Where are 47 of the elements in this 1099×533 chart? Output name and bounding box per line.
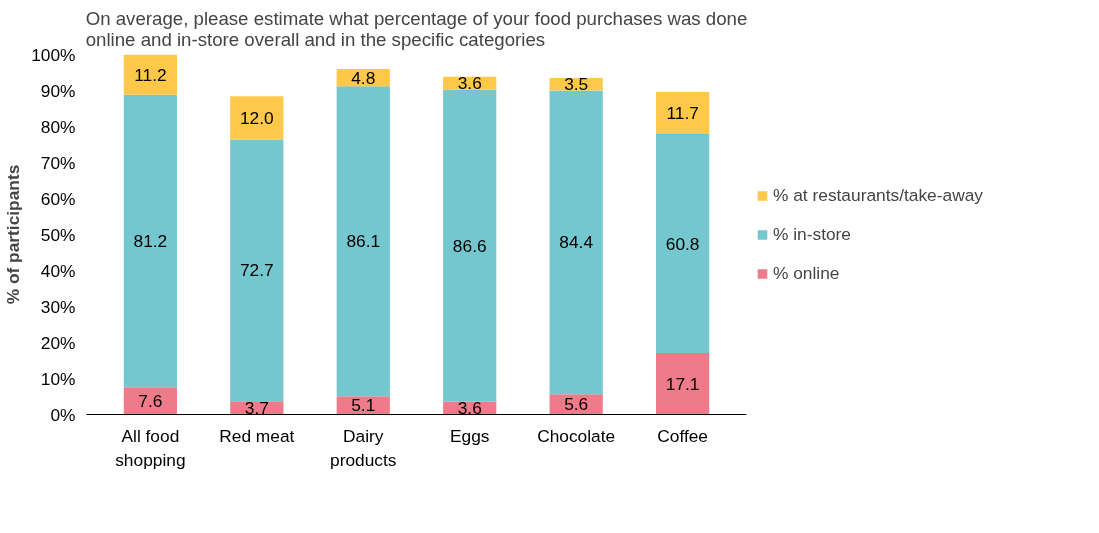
bar [549, 90, 603, 395]
legend-label: % online [773, 262, 840, 284]
bar [656, 352, 710, 415]
y-tick-label: 20% [40, 332, 76, 353]
data-label: 12.0 [239, 107, 274, 128]
data-label: 86.6 [452, 235, 487, 256]
bar [123, 94, 177, 388]
data-label: 72.7 [239, 260, 274, 281]
data-label: 5.6 [564, 394, 589, 415]
x-tick-label: Coffee [657, 425, 709, 446]
y-tick-label: 40% [40, 260, 76, 281]
y-tick-label: 60% [40, 188, 76, 209]
chart-title: On average, please estimate what percentage of your food purchases was done online and in-store overall and in the specific categories [85, 7, 748, 50]
y-tick-label: 50% [40, 224, 76, 245]
y-axis-title: % of participants [3, 164, 24, 305]
y-tick-label: 30% [40, 296, 76, 317]
legend-label: % at restaurants/take-away [773, 184, 983, 206]
data-label: 3.7 [244, 397, 269, 418]
y-tick-label: 70% [40, 152, 76, 173]
data-label: 5.1 [351, 395, 376, 416]
data-label: 81.2 [133, 230, 168, 251]
data-label: 60.8 [665, 233, 700, 254]
bar [656, 134, 710, 353]
data-label: 84.4 [559, 232, 594, 253]
x-tick-label: All food shopping [115, 425, 186, 470]
data-label: 4.8 [351, 67, 376, 88]
x-tick-label: Dairy products [330, 425, 397, 470]
x-tick-label: Eggs [449, 425, 490, 446]
data-label: 3.6 [457, 398, 482, 419]
data-label: 3.5 [564, 74, 589, 95]
y-tick-label: 10% [40, 368, 76, 389]
bar [336, 86, 390, 397]
bar [443, 89, 497, 402]
data-label: 3.6 [457, 73, 482, 94]
y-tick-label: 90% [40, 80, 76, 101]
y-tick-label: 100% [31, 44, 76, 65]
data-label: 11.2 [134, 64, 167, 85]
data-label: 7.6 [138, 390, 163, 411]
legend-label: % in-store [773, 223, 852, 245]
y-tick-label: 80% [40, 116, 76, 137]
data-label: 17.1 [665, 373, 700, 394]
x-tick-label: Chocolate [537, 425, 616, 446]
y-tick-label: 0% [50, 404, 76, 425]
x-tick-label: Red meat [219, 425, 295, 446]
data-label: 11.7 [666, 103, 699, 123]
bar [230, 139, 284, 402]
data-label: 86.1 [346, 231, 381, 252]
